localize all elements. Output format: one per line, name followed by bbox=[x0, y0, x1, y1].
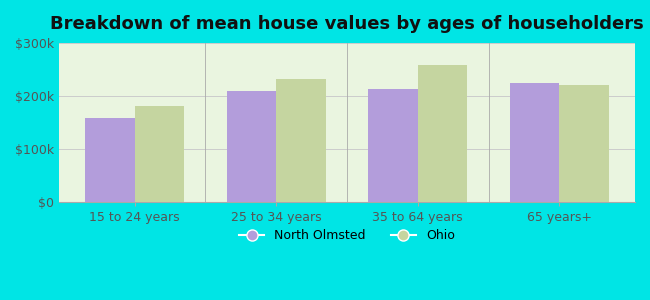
Bar bbox=[368, 89, 418, 202]
Bar bbox=[276, 79, 326, 202]
Bar bbox=[227, 91, 276, 202]
Bar bbox=[85, 118, 135, 202]
Bar bbox=[418, 65, 467, 202]
Bar bbox=[510, 83, 559, 202]
Title: Breakdown of mean house values by ages of householders: Breakdown of mean house values by ages o… bbox=[50, 15, 644, 33]
Bar bbox=[559, 85, 609, 202]
Legend: North Olmsted, Ohio: North Olmsted, Ohio bbox=[234, 224, 460, 247]
Bar bbox=[135, 106, 184, 202]
